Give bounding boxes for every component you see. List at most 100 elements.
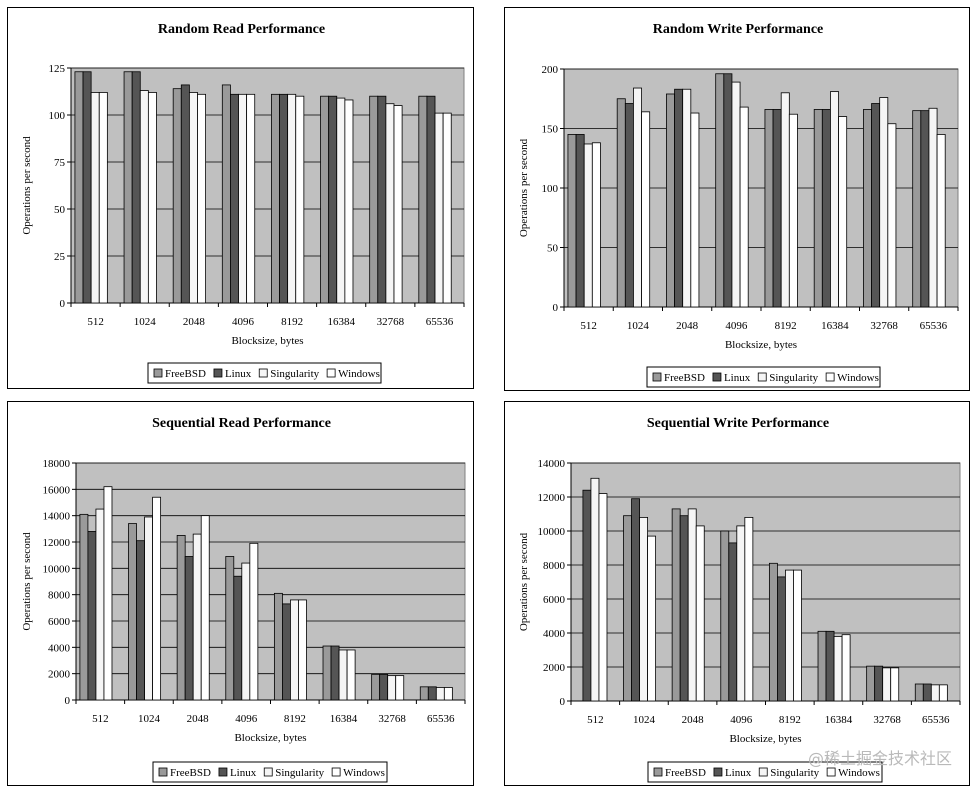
- bar-singularity-512: [583, 143, 593, 308]
- legend-swatch-windows: [326, 368, 336, 378]
- bar-freebsd-16384: [817, 630, 827, 702]
- sequential-read-chart-panel: Sequential Read Performance 0 2000 4000 6000…: [7, 401, 474, 786]
- bar-windows-8192: [793, 569, 802, 702]
- x-tick-label: 4096: [725, 320, 748, 332]
- legend: FreeBSD Linux Singularity Windows: [647, 761, 883, 783]
- legend-label-linux: Linux: [725, 767, 752, 779]
- random-write-chart: Random Write Performance 0 50 100 150 200 512 1…: [518, 22, 959, 388]
- bar-windows-65536: [442, 112, 452, 304]
- bar-linux-2048: [674, 88, 684, 308]
- legend: FreeBSD Linux Singularity Windows: [646, 366, 881, 388]
- x-tick-label: 4096: [232, 316, 255, 328]
- legend-swatch-singularity: [263, 767, 273, 777]
- x-tick-label: 2048: [682, 714, 705, 726]
- chart-title: Random Read Performance: [158, 22, 325, 37]
- x-tick-label: 32768: [870, 320, 898, 332]
- sequential-write-chart: Sequential Write Performance 0 2000 4000 600…: [518, 416, 961, 783]
- bar-singularity-2048: [192, 533, 202, 701]
- bar-windows-65536: [938, 684, 948, 702]
- y-tick-label: 4000: [48, 642, 71, 654]
- legend-swatch-freebsd: [153, 368, 163, 378]
- bar-freebsd-1024: [623, 515, 632, 702]
- legend-swatch-linux: [713, 767, 723, 777]
- chart-title: Sequential Read Performance: [152, 416, 331, 431]
- legend-swatch-linux: [213, 368, 223, 378]
- x-tick-label: 32768: [378, 713, 406, 725]
- bar-linux-1024: [631, 498, 640, 702]
- y-tick-label: 25: [54, 251, 66, 263]
- bar-windows-2048: [197, 93, 207, 304]
- legend-label-linux: Linux: [225, 368, 252, 380]
- bar-freebsd-1024: [128, 523, 137, 701]
- sequential-write-chart-panel: Sequential Write Performance 0 2000 4000 600…: [504, 401, 970, 786]
- legend-label-singularity: Singularity: [275, 767, 324, 779]
- bar-windows-16384: [346, 649, 356, 701]
- legend-label-singularity: Singularity: [769, 372, 818, 384]
- bar-freebsd-65536: [914, 683, 924, 702]
- y-tick-label: 12000: [538, 492, 566, 504]
- bar-linux-8192: [777, 576, 786, 702]
- x-tick-label: 65536: [920, 320, 948, 332]
- legend-label-singularity: Singularity: [770, 767, 819, 779]
- bar-freebsd-4096: [225, 556, 235, 701]
- y-tick-label: 50: [547, 243, 559, 255]
- bar-singularity-65536: [928, 107, 938, 308]
- bar-linux-32768: [377, 95, 387, 304]
- bar-windows-65536: [936, 134, 946, 308]
- y-tick-label: 14000: [538, 458, 566, 470]
- bar-linux-65536: [920, 110, 930, 308]
- bar-singularity-32768: [385, 103, 395, 304]
- bar-windows-4096: [246, 93, 256, 304]
- bar-windows-65536: [443, 687, 453, 701]
- bar-linux-32768: [871, 103, 881, 308]
- bar-freebsd-512: [74, 71, 84, 304]
- bar-linux-4096: [233, 575, 243, 701]
- x-tick-label: 32768: [873, 714, 901, 726]
- bar-linux-4096: [728, 542, 738, 702]
- bar-linux-65536: [426, 95, 436, 304]
- random-read-chart: Random Read Performance 0 25 50 75 100 125 512 1…: [21, 22, 465, 384]
- bar-singularity-8192: [290, 599, 299, 701]
- bar-freebsd-32768: [369, 95, 379, 304]
- bar-freebsd-512: [567, 134, 577, 308]
- bar-windows-2048: [690, 112, 700, 308]
- y-tick-label: 18000: [43, 458, 71, 470]
- x-axis-label: Blocksize, bytes: [231, 335, 303, 347]
- bar-singularity-65536: [434, 112, 444, 304]
- bar-windows-8192: [295, 95, 305, 304]
- bar-singularity-4096: [736, 525, 746, 702]
- bar-singularity-32768: [879, 97, 889, 308]
- bar-linux-16384: [330, 645, 340, 701]
- bar-windows-16384: [344, 99, 354, 304]
- legend: FreeBSD Linux Singularity Windows: [147, 362, 382, 384]
- bar-freebsd-2048: [176, 535, 186, 701]
- bar-linux-2048: [180, 84, 190, 304]
- y-tick-label: 100: [49, 110, 66, 122]
- legend-label-freebsd: FreeBSD: [665, 767, 706, 779]
- legend-swatch-linux: [218, 767, 228, 777]
- bar-freebsd-4096: [720, 530, 730, 702]
- y-tick-label: 10000: [43, 563, 71, 575]
- x-tick-label: 16384: [330, 713, 358, 725]
- bar-freebsd-16384: [813, 109, 823, 308]
- bar-singularity-32768: [387, 675, 397, 701]
- bar-freebsd-4096: [715, 73, 725, 308]
- bar-freebsd-2048: [172, 88, 182, 304]
- legend-label-singularity: Singularity: [270, 368, 319, 380]
- x-tick-label: 32768: [377, 316, 405, 328]
- legend-swatch-windows: [826, 767, 836, 777]
- bar-linux-65536: [922, 683, 932, 702]
- bar-linux-16384: [821, 109, 831, 308]
- bar-freebsd-65536: [419, 686, 429, 701]
- y-tick-label: 6000: [543, 594, 566, 606]
- bar-freebsd-4096: [221, 84, 231, 304]
- chart-title: Random Write Performance: [653, 22, 824, 37]
- y-axis-label: Operations per second: [518, 532, 530, 631]
- bar-singularity-65536: [930, 684, 940, 702]
- bar-singularity-512: [95, 508, 105, 701]
- bar-linux-1024: [131, 71, 141, 304]
- bar-singularity-1024: [144, 516, 153, 701]
- bar-linux-512: [575, 134, 585, 308]
- x-axis-label: Blocksize, bytes: [729, 733, 801, 745]
- random-read-chart-panel: Random Read Performance 0 25 50 75 100 125 512 1…: [7, 7, 474, 389]
